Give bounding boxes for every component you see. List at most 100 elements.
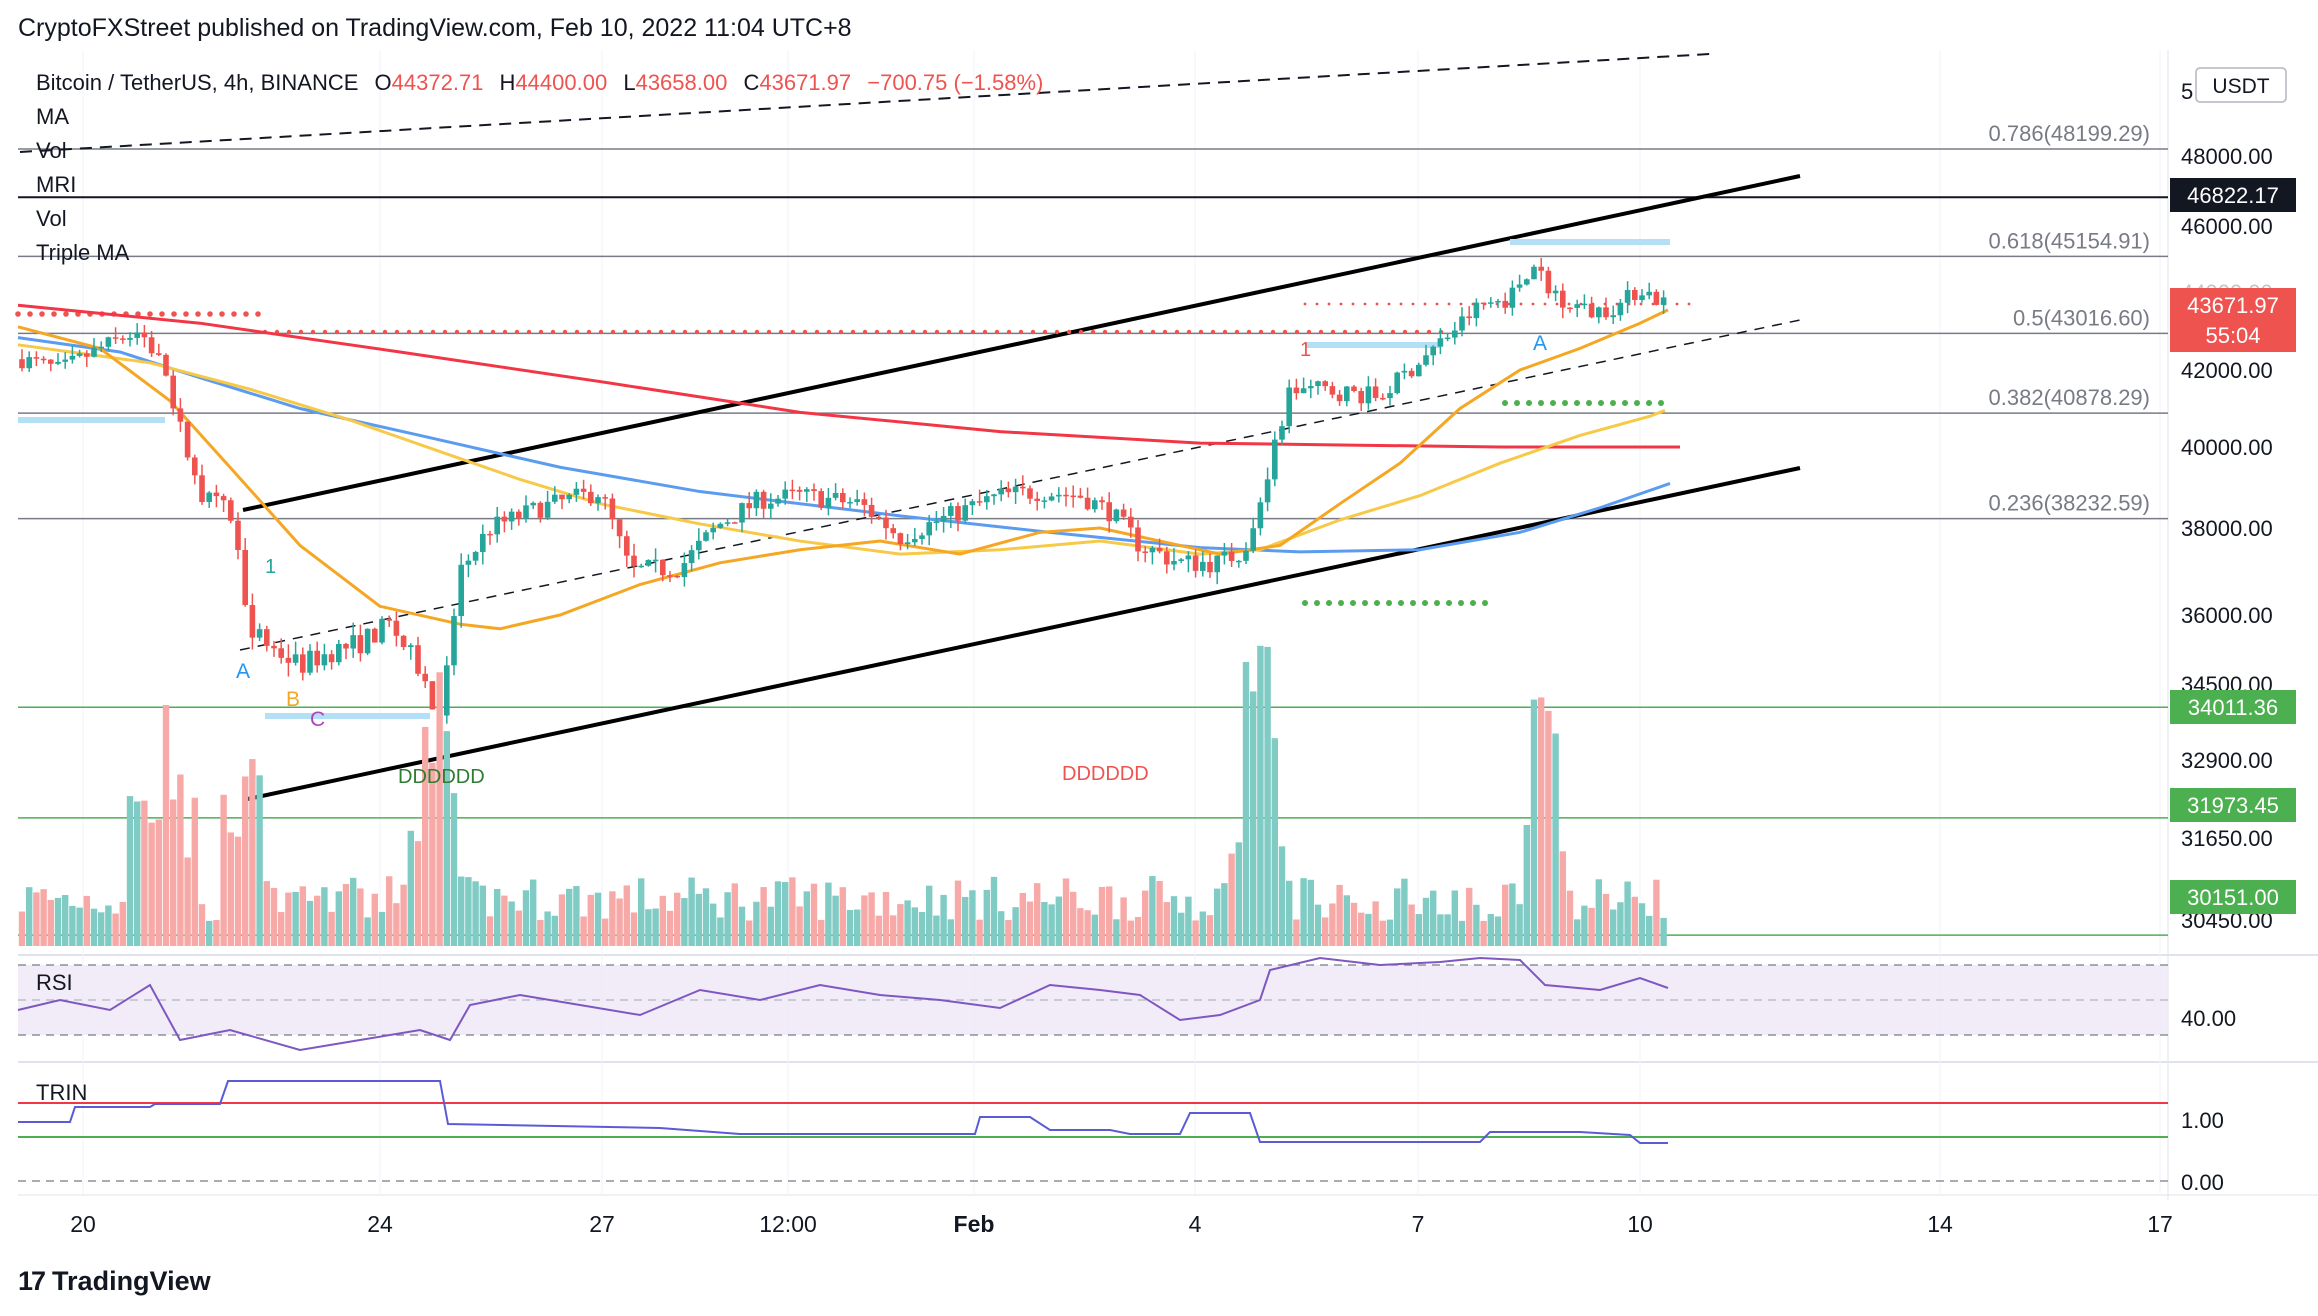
volume-bar bbox=[789, 877, 796, 946]
red-dot-level-2 bbox=[850, 329, 856, 335]
volume-bar bbox=[1041, 901, 1048, 946]
indicator-mri[interactable]: MRI bbox=[36, 172, 77, 197]
red-dot-level-2 bbox=[922, 329, 928, 335]
candle bbox=[1423, 344, 1429, 367]
candle bbox=[1459, 307, 1465, 337]
volume-bar bbox=[1084, 910, 1091, 946]
red-dot-current bbox=[1351, 302, 1355, 306]
green-dot-level-1 bbox=[1374, 600, 1380, 606]
tradingview-logo[interactable]: 17 TradingView bbox=[18, 1266, 211, 1297]
candle bbox=[1063, 487, 1069, 507]
red-dot-level-2 bbox=[334, 329, 340, 335]
candle bbox=[1552, 285, 1559, 302]
volume-bar bbox=[76, 907, 83, 946]
volume-bar bbox=[990, 876, 998, 946]
price-tick-7: 32900.00 bbox=[2181, 748, 2273, 773]
dashed-top-trendline bbox=[19, 53, 1711, 153]
volume-bar bbox=[702, 888, 710, 946]
candle bbox=[1113, 508, 1120, 524]
candle bbox=[422, 666, 428, 688]
volume-bar bbox=[1127, 920, 1134, 946]
volume-bar bbox=[486, 916, 494, 946]
red-dot-level-2 bbox=[346, 329, 352, 335]
candle bbox=[703, 530, 709, 542]
volume-bar bbox=[141, 800, 148, 946]
wave-1-label: 1 bbox=[265, 556, 276, 578]
volume-bar bbox=[1242, 661, 1250, 946]
red-dot-level-2 bbox=[946, 329, 952, 335]
candle bbox=[62, 352, 68, 369]
candle bbox=[1401, 363, 1408, 380]
volume-bar bbox=[422, 726, 429, 946]
candle bbox=[357, 624, 364, 662]
volume-bar bbox=[1653, 879, 1660, 946]
red-dot-level-1 bbox=[195, 311, 201, 317]
volume-bar bbox=[1610, 909, 1617, 946]
candle bbox=[220, 493, 227, 513]
candle bbox=[336, 639, 342, 666]
green-dot-level-1 bbox=[1470, 600, 1476, 606]
price-badge-0 bbox=[2170, 178, 2296, 212]
candle bbox=[1020, 475, 1026, 496]
red-dot-level-2 bbox=[814, 329, 820, 335]
fib-label-3: 0.382(40878.29) bbox=[1989, 385, 2150, 410]
volume-bar bbox=[1559, 851, 1566, 946]
candle bbox=[184, 421, 191, 461]
candle bbox=[1502, 292, 1508, 314]
price-badge-4 bbox=[2170, 880, 2296, 914]
volume-bar bbox=[105, 905, 112, 946]
candle bbox=[206, 491, 212, 508]
candle bbox=[393, 611, 400, 647]
candle bbox=[465, 554, 472, 578]
volume-bar bbox=[1343, 895, 1350, 946]
candle bbox=[1041, 496, 1048, 509]
green-dot-level-1 bbox=[1482, 600, 1488, 606]
red-dot-level-2 bbox=[970, 329, 976, 335]
volume-bar bbox=[465, 877, 472, 946]
indicator-vol-2[interactable]: Vol bbox=[36, 206, 67, 231]
red-dot-level-1 bbox=[159, 311, 165, 317]
candle bbox=[955, 502, 961, 532]
volume-bar bbox=[911, 907, 918, 946]
candle bbox=[1437, 328, 1444, 355]
indicator-ma[interactable]: MA bbox=[36, 104, 69, 129]
red-dot-level-2 bbox=[1318, 329, 1324, 335]
volume-bar bbox=[1444, 914, 1451, 946]
red-dot-level-1 bbox=[135, 311, 141, 317]
volume-bar bbox=[1163, 902, 1170, 946]
candle bbox=[1243, 542, 1249, 565]
volume-bar bbox=[962, 896, 969, 946]
volume-bar bbox=[818, 919, 825, 946]
time-tick-7: 10 bbox=[1627, 1211, 1653, 1237]
wave-c-label: C bbox=[310, 708, 325, 731]
volume-bar bbox=[854, 909, 861, 946]
candle bbox=[472, 550, 479, 566]
ma-blue-line bbox=[17, 336, 1671, 554]
indicator-triple-ma[interactable]: Triple MA bbox=[36, 240, 130, 265]
volume-bar bbox=[1077, 908, 1084, 946]
volume-bar bbox=[170, 799, 177, 946]
candle bbox=[386, 615, 392, 627]
volume-bar bbox=[1408, 904, 1415, 946]
red-dot-level-1 bbox=[63, 311, 69, 317]
red-dot-level-2 bbox=[682, 329, 688, 335]
candle bbox=[624, 530, 630, 567]
volume-bar bbox=[62, 895, 69, 946]
red-dot-level-2 bbox=[1054, 329, 1060, 335]
top-1-label: 1 bbox=[1300, 339, 1311, 361]
red-dot-level-2 bbox=[1414, 329, 1420, 335]
candle bbox=[868, 497, 875, 524]
red-dot-level-2 bbox=[1102, 329, 1108, 335]
red-dot-current bbox=[1387, 302, 1391, 306]
fib-label-2: 0.5(43016.60) bbox=[2013, 305, 2150, 330]
candle bbox=[724, 518, 731, 527]
red-dot-level-2 bbox=[1354, 329, 1360, 335]
indicator-vol[interactable]: Vol bbox=[36, 138, 67, 163]
candle bbox=[300, 647, 306, 681]
candle bbox=[674, 575, 680, 579]
green-dot-level-1 bbox=[1338, 600, 1344, 606]
red-dot-level-2 bbox=[286, 329, 292, 335]
red-dot-current bbox=[1327, 302, 1331, 306]
volume-bar bbox=[1055, 896, 1062, 946]
